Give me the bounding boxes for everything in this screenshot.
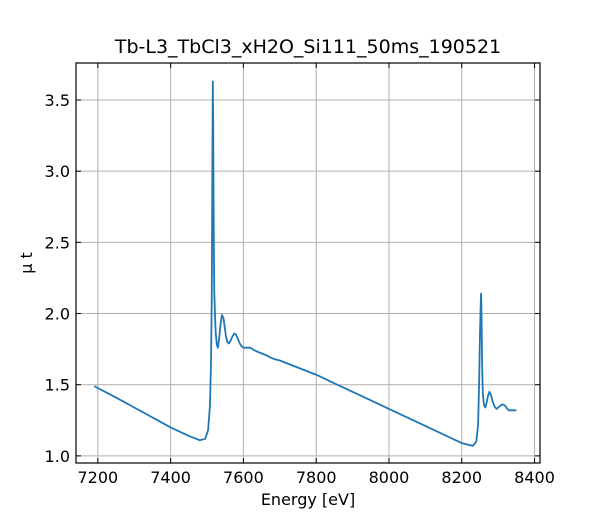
y-tick-label: 3.5 xyxy=(45,91,70,110)
axis-ticks: 7200 7400 7600 7800 8000 8200 8400 1.0 1.5 2.0 2.5… xyxy=(45,63,555,487)
x-tick-label: 7800 xyxy=(296,468,337,487)
y-tick-label: 3.0 xyxy=(45,162,70,181)
grid xyxy=(76,63,540,463)
x-tick-label: 8000 xyxy=(369,468,410,487)
chart-title: Tb-L3_TbCl3_xH2O_Si111_50ms_190521 xyxy=(114,36,501,58)
x-tick-label: 7200 xyxy=(77,468,118,487)
plot-frame xyxy=(75,62,541,464)
x-tick-label: 8400 xyxy=(514,468,555,487)
y-tick-label: 2.0 xyxy=(45,305,70,324)
x-tick-label: 7400 xyxy=(150,468,191,487)
x-tick-label: 7600 xyxy=(223,468,264,487)
y-tick-label: 2.5 xyxy=(45,233,70,252)
x-tick-label: 8200 xyxy=(441,468,482,487)
y-tick-label: 1.5 xyxy=(45,376,70,395)
y-axis-label: μ t xyxy=(17,252,36,274)
x-axis-label: Energy [eV] xyxy=(261,490,355,509)
series-line xyxy=(93,80,517,447)
data-series xyxy=(93,80,517,447)
y-tick-label: 1.0 xyxy=(45,447,70,466)
